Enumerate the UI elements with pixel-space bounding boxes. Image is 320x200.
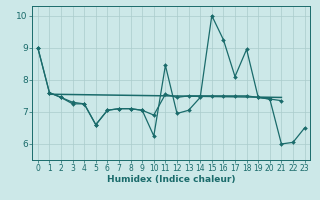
X-axis label: Humidex (Indice chaleur): Humidex (Indice chaleur) <box>107 175 236 184</box>
